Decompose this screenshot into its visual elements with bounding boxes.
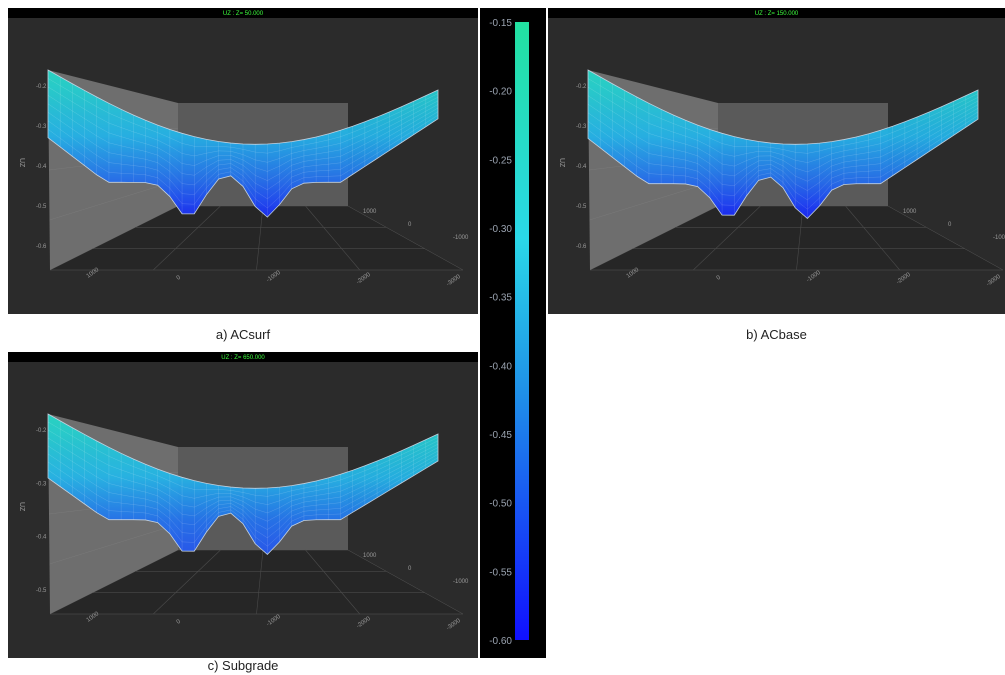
colorbar-tick-label: -0.15 [489, 18, 512, 29]
mesh-line [47, 78, 439, 154]
mesh-line [587, 111, 979, 201]
x-tick-label: 0 [716, 274, 723, 281]
colorbar-tick-label: -0.40 [489, 361, 512, 372]
z-tick-label: -0.4 [576, 164, 587, 170]
colorbar-tick-label: -0.60 [489, 636, 512, 647]
floor-grid-line [256, 205, 264, 271]
x-tick-label: 0 [176, 618, 183, 625]
colorbar-tick-label: -0.35 [489, 293, 512, 304]
y-tick-label: 0 [408, 566, 412, 572]
panel-acsurf: UZ : Z= 50.000 UZ -0.2 -0.3 -0.4 -0.5 -0.6 1000… [8, 8, 478, 314]
y-tick-label: -1000 [453, 235, 469, 241]
floor-grid-line [153, 205, 221, 271]
floor-grid-line [796, 205, 804, 271]
caption-subgrade: c) Subgrade [207, 658, 279, 673]
colorbar-tick-label: -0.30 [489, 224, 512, 235]
mesh-line [587, 78, 979, 154]
deflection-surface [587, 69, 979, 220]
surface-plot-subgrade: UZ : Z= 650.000 UZ -0.2 -0.3 -0.4 -0.5 1000 0 -1… [8, 355, 478, 658]
floor-grid-line [845, 205, 900, 271]
floor-grid-line [693, 205, 761, 271]
floor-grid-line [305, 205, 360, 271]
z-axis-label: UZ [558, 158, 565, 168]
z-axis-label: UZ [18, 158, 25, 168]
mesh-line [47, 454, 439, 539]
x-tick-label: 0 [176, 274, 183, 281]
z-tick-label: -0.6 [36, 244, 47, 250]
y-tick-label: -1000 [453, 579, 469, 585]
caption-acsurf: a) ACsurf [215, 327, 271, 342]
z-axis-label: UZ [18, 502, 25, 512]
surface-plot-acbase: UZ : Z= 150.000 UZ -0.2 -0.3 -0.4 -0.5 -0.6 100… [548, 11, 1005, 314]
z-tick-label: -0.6 [576, 244, 587, 250]
plot-header: UZ : Z= 150.000 [755, 11, 799, 17]
floor-grid-line [153, 549, 221, 615]
y-tick-label: 0 [948, 222, 952, 228]
z-tick-label: -0.5 [36, 588, 47, 594]
mesh-line [47, 445, 439, 522]
mesh-line [47, 86, 439, 163]
z-tick-label: -0.2 [576, 84, 587, 90]
mesh-line [587, 95, 979, 173]
colorbar-tick-label: -0.45 [489, 430, 512, 441]
floor-grid-line [256, 549, 264, 615]
mesh-line [47, 95, 439, 172]
mesh-line [47, 450, 439, 530]
surface-plot-acsurf: UZ : Z= 50.000 UZ -0.2 -0.3 -0.4 -0.5 -0.6 1000… [8, 11, 478, 314]
z-tick-label: -0.5 [576, 204, 587, 210]
deflection-surface [47, 413, 439, 556]
colorbar-svg: -0.15 -0.20 -0.25 -0.30 -0.35 -0.40 -0.45 -0.50… [489, 18, 529, 647]
colorbar-tick-label: -0.50 [489, 499, 512, 510]
caption-acbase: b) ACbase [746, 327, 807, 342]
wall-grid-line [49, 180, 179, 221]
colorbar-tick-label: -0.55 [489, 567, 512, 578]
plot-header: UZ : Z= 650.000 [221, 355, 265, 361]
colorbar-tick-label: -0.25 [489, 155, 512, 166]
wall-grid-line [589, 180, 719, 221]
mesh-line [47, 421, 439, 497]
y-tick-label: 1000 [363, 209, 377, 215]
mesh-line [47, 115, 439, 209]
y-tick-label: 0 [408, 222, 412, 228]
z-tick-label: -0.3 [576, 124, 587, 130]
z-tick-label: -0.3 [36, 124, 47, 130]
mesh-line [47, 457, 439, 547]
panel-subgrade: UZ : Z= 650.000 UZ -0.2 -0.3 -0.4 -0.5 1000 0 -1… [8, 352, 478, 658]
colorbar-tick-label: -0.20 [489, 87, 512, 98]
mesh-line [587, 86, 979, 163]
z-tick-label: -0.5 [36, 204, 47, 210]
z-tick-label: -0.2 [36, 84, 47, 90]
y-tick-label: 1000 [903, 209, 917, 215]
floor-grid-line [305, 549, 360, 615]
y-tick-label: 1000 [363, 553, 377, 559]
z-tick-label: -0.4 [36, 535, 47, 541]
mesh-line [587, 115, 979, 210]
z-tick-label: -0.4 [36, 164, 47, 170]
mesh-line [587, 108, 979, 191]
colorbar: -0.15 -0.20 -0.25 -0.30 -0.35 -0.40 -0.45 -0.50… [480, 8, 546, 658]
wall-grid-line [49, 524, 179, 565]
mesh-line [47, 429, 439, 505]
plot-header: UZ : Z= 50.000 [223, 11, 264, 17]
panel-acbase: UZ : Z= 150.000 UZ -0.2 -0.3 -0.4 -0.5 -0.6 100… [548, 8, 1005, 314]
z-tick-label: -0.2 [36, 428, 47, 434]
mesh-line [47, 107, 439, 190]
colorbar-gradient [515, 22, 529, 640]
mesh-line [47, 111, 439, 200]
mesh-line [587, 104, 979, 182]
mesh-line [47, 437, 439, 514]
mesh-line [47, 103, 439, 181]
deflection-surface [47, 69, 439, 218]
y-tick-label: -1000 [993, 235, 1005, 241]
z-tick-label: -0.3 [36, 481, 47, 487]
